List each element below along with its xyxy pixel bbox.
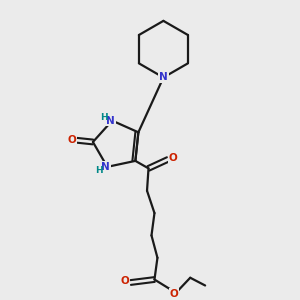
Text: N: N	[101, 162, 110, 172]
Text: H: H	[95, 166, 103, 175]
Text: O: O	[169, 153, 178, 163]
Text: O: O	[68, 135, 76, 145]
Text: N: N	[159, 73, 168, 82]
Text: H: H	[100, 112, 108, 122]
Text: N: N	[106, 116, 115, 126]
Text: O: O	[169, 289, 178, 299]
Text: O: O	[121, 276, 130, 286]
